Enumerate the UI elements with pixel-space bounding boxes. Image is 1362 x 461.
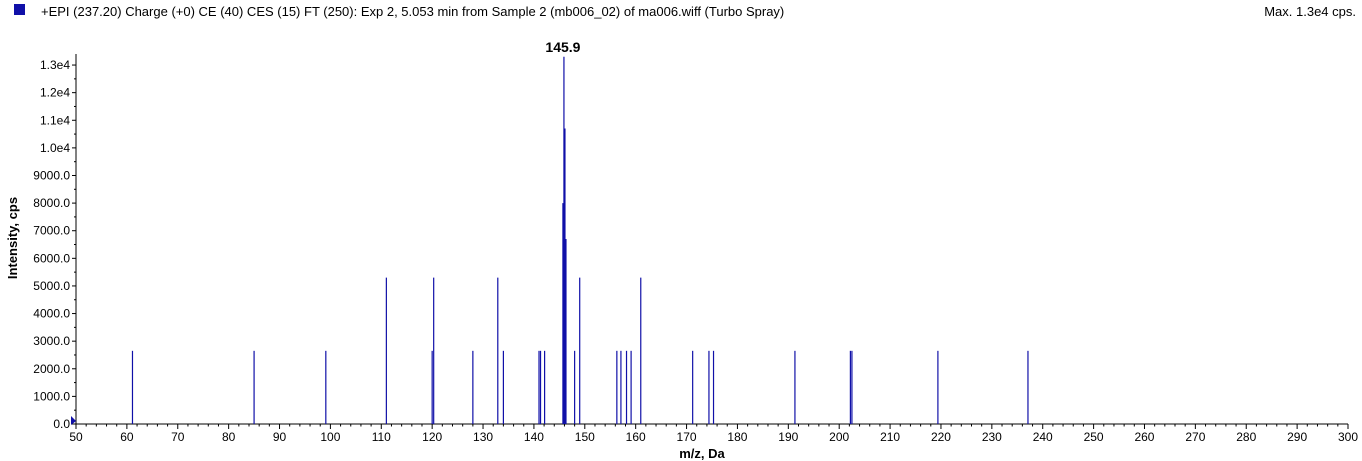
y-tick-label: 1.3e4 xyxy=(40,58,70,72)
y-ticks: 0.0 1000.0 2000.0 3000.0 4000.0 5000.0 6000.0 7… xyxy=(33,58,76,431)
x-tick-label: 130 xyxy=(473,430,493,444)
x-tick-label: 180 xyxy=(727,430,747,444)
y-tick-label: 8000.0 xyxy=(33,196,70,210)
x-tick-label: 300 xyxy=(1338,430,1358,444)
x-tick-label: 270 xyxy=(1185,430,1205,444)
x-tick-label: 190 xyxy=(778,430,798,444)
y-tick-label: 1000.0 xyxy=(33,389,70,403)
y-tick-label: 0.0 xyxy=(53,417,70,431)
y-axis-title: Intensity, cps xyxy=(5,197,20,279)
x-tick-label: 100 xyxy=(320,430,340,444)
x-tick-label: 80 xyxy=(222,430,236,444)
x-tick-label: 50 xyxy=(69,430,83,444)
max-intensity-label: Max. 1.3e4 cps. xyxy=(1264,4,1356,19)
x-tick-label: 150 xyxy=(575,430,595,444)
x-tick-label: 110 xyxy=(372,430,391,444)
peak-annotations: 145.9 xyxy=(545,39,580,55)
x-tick-label: 230 xyxy=(982,430,1002,444)
peak-annotation-label: 145.9 xyxy=(545,39,580,55)
y-tick-label: 6000.0 xyxy=(33,251,70,265)
x-tick-label: 280 xyxy=(1236,430,1256,444)
x-tick-label: 120 xyxy=(422,430,442,444)
x-tick-label: 140 xyxy=(524,430,544,444)
x-tick-label: 250 xyxy=(1084,430,1104,444)
peak-bars xyxy=(131,56,1029,424)
y-tick-label: 1.0e4 xyxy=(40,141,70,155)
y-tick-label: 9000.0 xyxy=(33,168,70,182)
x-tick-label: 210 xyxy=(880,430,900,444)
y-tick-label: 3000.0 xyxy=(33,334,70,348)
y-tick-label: 1.1e4 xyxy=(40,113,70,127)
y-tick-label: 2000.0 xyxy=(33,362,70,376)
y-tick-label: 5000.0 xyxy=(33,279,70,293)
y-tick-label: 7000.0 xyxy=(33,224,70,238)
axes xyxy=(75,54,1348,425)
x-tick-label: 240 xyxy=(1033,430,1053,444)
x-tick-label: 260 xyxy=(1134,430,1154,444)
y-tick-label: 1.2e4 xyxy=(40,86,70,100)
cursor-marker[interactable] xyxy=(71,416,76,425)
x-tick-label: 170 xyxy=(677,430,697,444)
spectrum-title: +EPI (237.20) Charge (+0) CE (40) CES (1… xyxy=(41,4,785,19)
x-axis-title: m/z, Da xyxy=(679,446,725,461)
series-legend-swatch xyxy=(14,4,25,15)
x-tick-label: 60 xyxy=(120,430,134,444)
x-tick-label: 200 xyxy=(829,430,849,444)
y-tick-label: 4000.0 xyxy=(33,307,70,321)
x-tick-label: 160 xyxy=(626,430,646,444)
x-tick-label: 70 xyxy=(171,430,185,444)
x-tick-label: 90 xyxy=(273,430,287,444)
x-tick-label: 290 xyxy=(1287,430,1307,444)
x-tick-label: 220 xyxy=(931,430,951,444)
x-ticks: 50 60 70 80 90 100 110 120 130 140 150 160 170 180 190… xyxy=(69,424,1358,444)
